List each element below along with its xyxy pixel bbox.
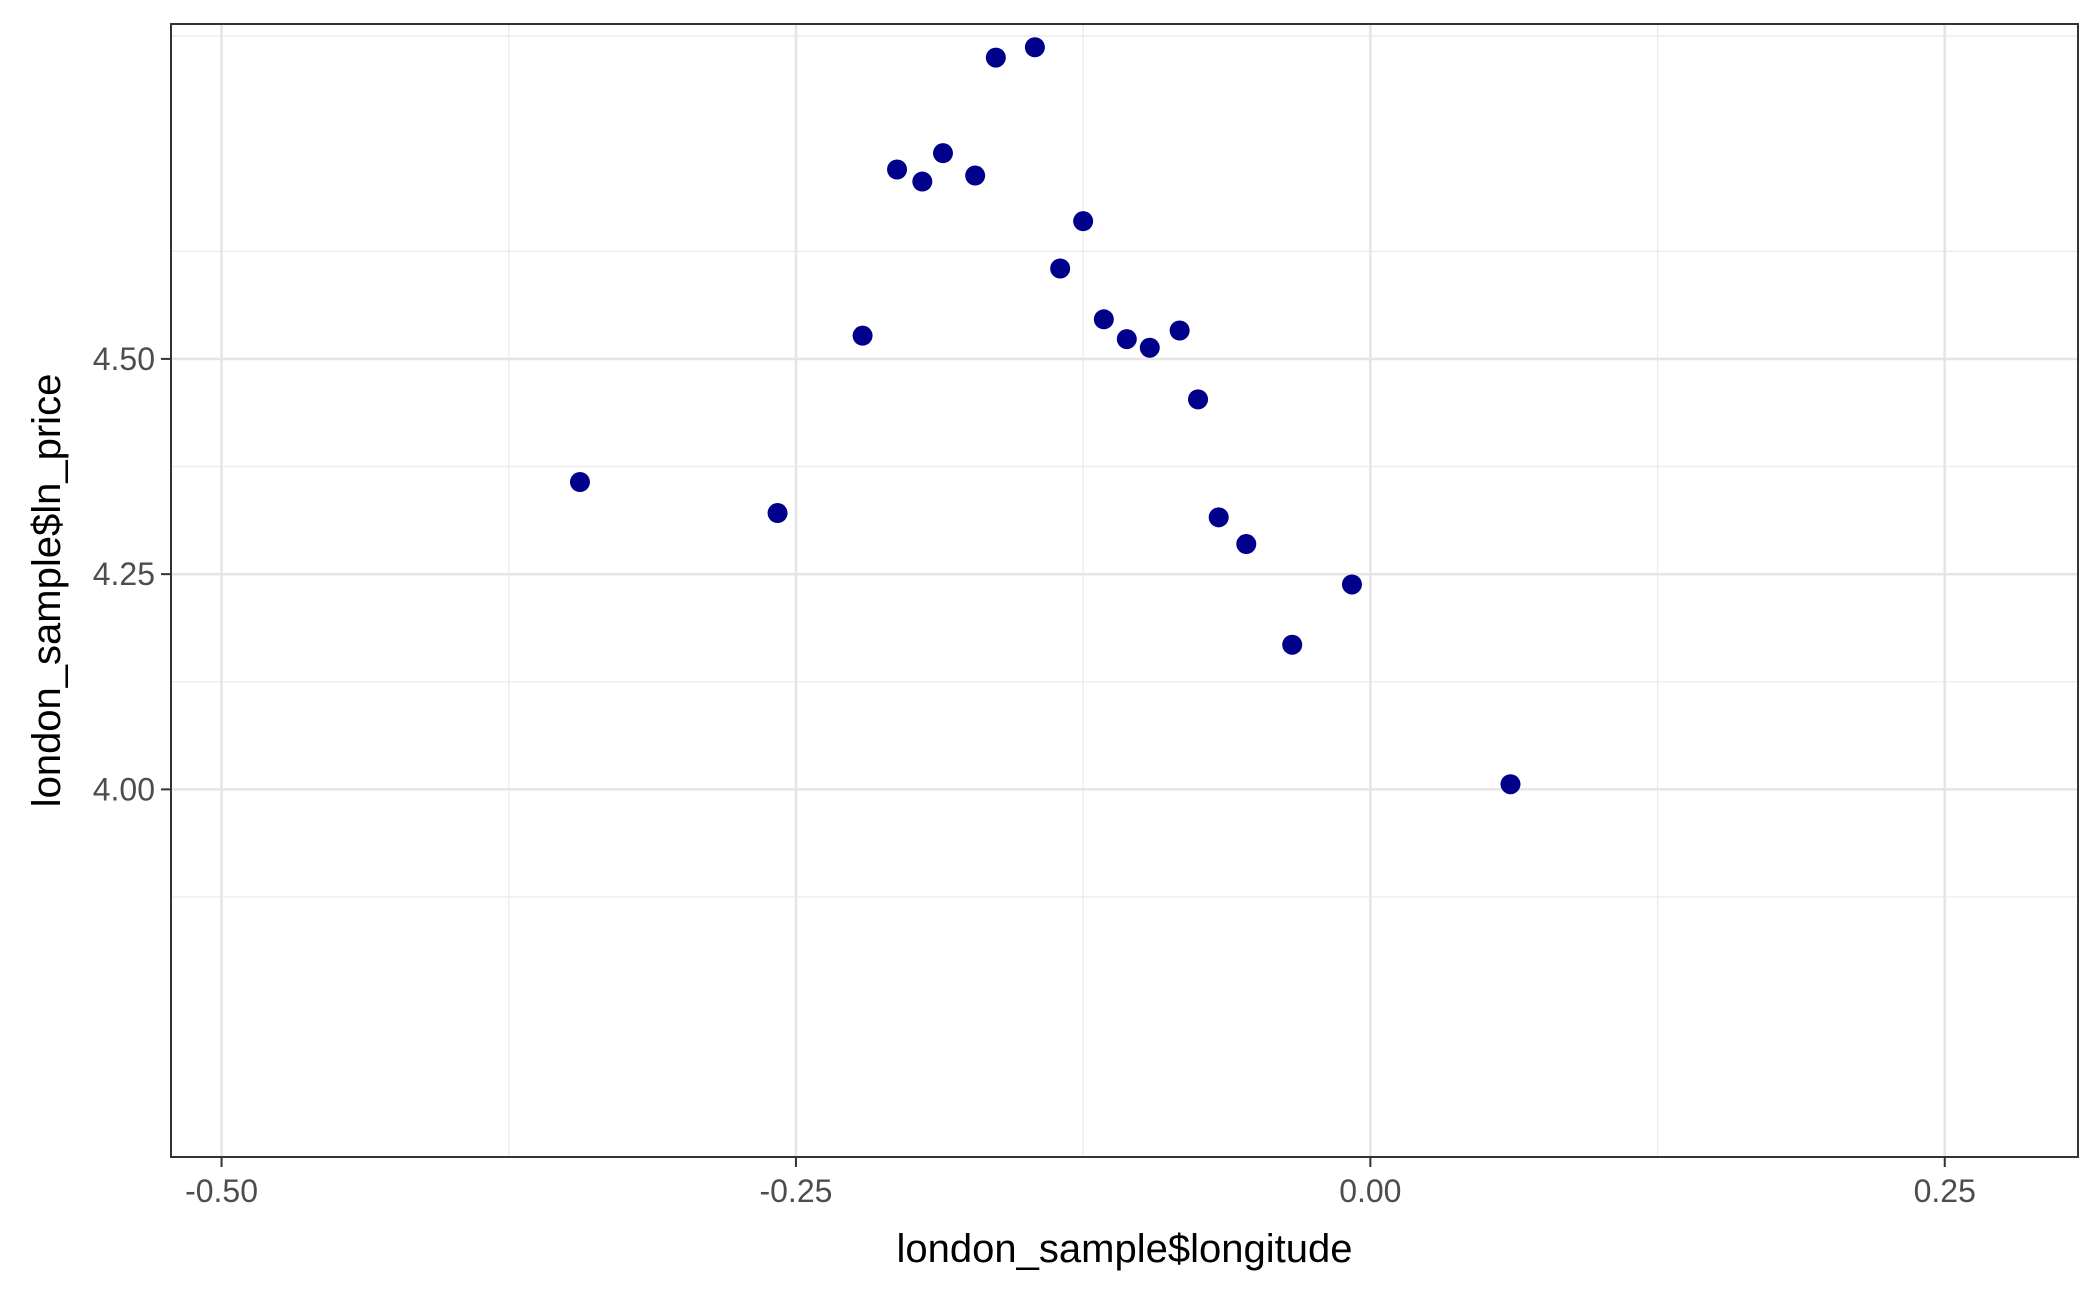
data-point [1282, 634, 1303, 655]
data-point [1500, 774, 1521, 795]
data-point [1024, 37, 1045, 58]
data-point [1073, 211, 1094, 232]
x-tick-label: -0.25 [759, 1173, 832, 1209]
y-tick-label: 4.00 [93, 771, 155, 807]
x-tick-label: 0.25 [1914, 1173, 1976, 1209]
data-point [1341, 574, 1362, 595]
x-axis-title: london_sample$longitude [897, 1227, 1353, 1271]
data-point [1093, 309, 1114, 330]
data-point [852, 325, 873, 346]
data-point [887, 159, 908, 180]
data-point [912, 171, 933, 192]
data-point [1188, 389, 1209, 410]
data-point [965, 165, 986, 186]
y-tick-label: 4.25 [93, 556, 155, 592]
y-axis-ticks: 4.00 4.25 4.50 [93, 341, 171, 807]
x-tick-label: -0.50 [185, 1173, 258, 1209]
data-point [1139, 337, 1160, 358]
data-point [569, 472, 590, 493]
data-point [1208, 507, 1229, 528]
data-point [1116, 329, 1137, 350]
data-point [1236, 534, 1257, 555]
data-point [932, 143, 953, 164]
x-axis-ticks: -0.50 -0.25 0.00 0.25 [185, 1157, 1976, 1209]
y-axis-title: london_sample$ln_price [25, 374, 69, 808]
panel-border [170, 23, 2079, 1158]
data-point [767, 503, 788, 524]
data-point [1050, 258, 1071, 279]
data-point [1169, 320, 1190, 341]
y-tick-label: 4.50 [93, 341, 155, 377]
x-tick-label: 0.00 [1339, 1173, 1401, 1209]
data-points [569, 37, 1521, 795]
data-point [985, 47, 1006, 68]
major-gridlines [171, 24, 2078, 1157]
